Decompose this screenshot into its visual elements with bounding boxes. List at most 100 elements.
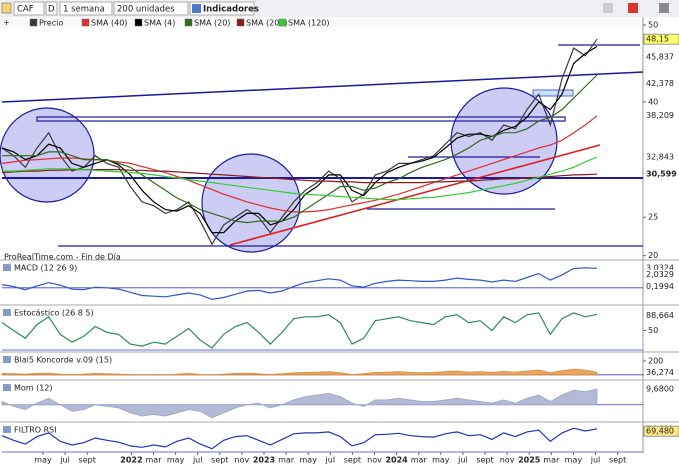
x-tick-label: mar: [411, 456, 428, 465]
level-marker: [643, 425, 679, 437]
series-line: [1, 267, 598, 301]
level-label: 45,837: [646, 53, 674, 62]
x-tick-label: 2023: [253, 456, 275, 465]
panel-icon: [3, 356, 11, 363]
panel-icon: [3, 309, 11, 316]
legend-label: Precio: [39, 19, 63, 28]
drawings: [0, 44, 644, 253]
legend-swatch: [236, 18, 245, 27]
series-line: [1, 169, 598, 184]
x-tick-label: mar: [278, 456, 295, 465]
legend-swatch: [81, 18, 90, 27]
x-tick-label: may: [299, 456, 317, 465]
legend-label: SMA (20): [194, 19, 230, 28]
y-tick-label: 40: [648, 97, 658, 106]
tool-icon[interactable]: [628, 3, 638, 13]
menu-box[interactable]: [189, 1, 255, 16]
units-box[interactable]: [113, 1, 189, 16]
symbol-box[interactable]: [13, 1, 45, 16]
legend-label: SMA (40): [91, 19, 127, 28]
level-label: 0,1994: [646, 282, 674, 291]
tool-icon[interactable]: [603, 3, 613, 13]
panel-icon: [3, 264, 11, 271]
y-tick-label: 25: [648, 213, 658, 222]
toolbar-icon[interactable]: [1, 2, 12, 14]
y-tick-label: 50: [648, 20, 658, 29]
x-tick-label: sept: [79, 456, 96, 465]
tool-icon[interactable]: [659, 3, 669, 13]
period-box[interactable]: [59, 1, 113, 16]
legend-swatch: [184, 18, 193, 27]
x-tick-label: nov: [235, 456, 250, 465]
x-tick-label: may: [432, 456, 450, 465]
symbol: CAF: [17, 5, 34, 15]
series-line: [1, 427, 598, 450]
level-marker: [644, 384, 679, 395]
series-line: [2, 156, 598, 201]
level-label: 38,209: [646, 111, 674, 120]
x-tick-label: nov: [367, 456, 382, 465]
x-tick-label: jul: [325, 456, 336, 465]
level-marker: [644, 110, 679, 121]
x-tick-label: jul: [59, 456, 70, 465]
series-area: [1, 388, 598, 419]
level-marker: [644, 310, 679, 321]
panel-title: MACD (12 26 9): [14, 264, 77, 273]
x-tick-label: jul: [192, 456, 203, 465]
trend-line: [1, 71, 644, 103]
zone: [532, 89, 574, 97]
menu: Indicadores: [203, 5, 259, 15]
x-tick-label: jul: [457, 456, 468, 465]
level-label: 9,6800: [646, 385, 674, 394]
legend-label: SMA (120): [288, 19, 330, 28]
legend-swatch: [278, 18, 287, 27]
mode-box[interactable]: [45, 1, 58, 16]
x-tick-label: sept: [476, 456, 493, 465]
x-tick-label: sept: [609, 456, 626, 465]
panel-title: Estocástico (26 8 5): [14, 309, 94, 318]
level-label: 32,843: [646, 152, 674, 161]
level-label: 3,0324: [646, 264, 674, 273]
level-marker: [644, 78, 679, 89]
menu-icon: [192, 4, 201, 13]
y-tick-label: 200: [648, 356, 663, 365]
x-tick-label: 2025: [518, 456, 541, 465]
legend-label: SMA (200): [246, 19, 288, 28]
x-tick-label: 2022: [120, 456, 142, 465]
panel-title: Mom (12): [14, 384, 53, 393]
x-tick-label: mar: [543, 456, 560, 465]
x-tick-label: 2024: [385, 456, 408, 465]
x-tick-label: may: [167, 456, 185, 465]
level-label: 88,664: [646, 311, 674, 320]
level-label: 42,378: [646, 79, 674, 88]
level-label: 69,480: [646, 427, 674, 436]
level-marker: [644, 52, 679, 63]
level-label: 2,0329: [646, 270, 674, 279]
series-line: [1, 45, 598, 234]
legend-swatch: [134, 18, 143, 27]
zone: [36, 116, 566, 122]
legend-plus: +: [3, 18, 10, 27]
legend-swatch: [29, 18, 38, 27]
y-tick-label: 50: [648, 326, 658, 335]
source-note: ProRealTime.com - Fin de Día: [4, 253, 121, 262]
level-marker: [644, 269, 679, 280]
series-area: [1, 368, 598, 376]
legend-bar: [0, 17, 643, 28]
level-label: 30,599: [646, 170, 677, 179]
x-tick-label: sept: [344, 456, 361, 465]
panel-icon: [3, 384, 11, 391]
units: 200 unidades: [117, 5, 175, 15]
x-tick-label: mar: [146, 456, 163, 465]
legend-label: SMA (4): [144, 19, 175, 28]
x-tick-label: sept: [211, 456, 228, 465]
x-tick-label: jul: [590, 456, 601, 465]
highlight-circle: [450, 87, 558, 195]
level-marker: [643, 33, 679, 45]
y-tick-label: 20: [648, 251, 658, 260]
level-marker: [644, 169, 679, 180]
period: 1 semana: [63, 5, 105, 15]
x-tick-label: nov: [500, 456, 515, 465]
